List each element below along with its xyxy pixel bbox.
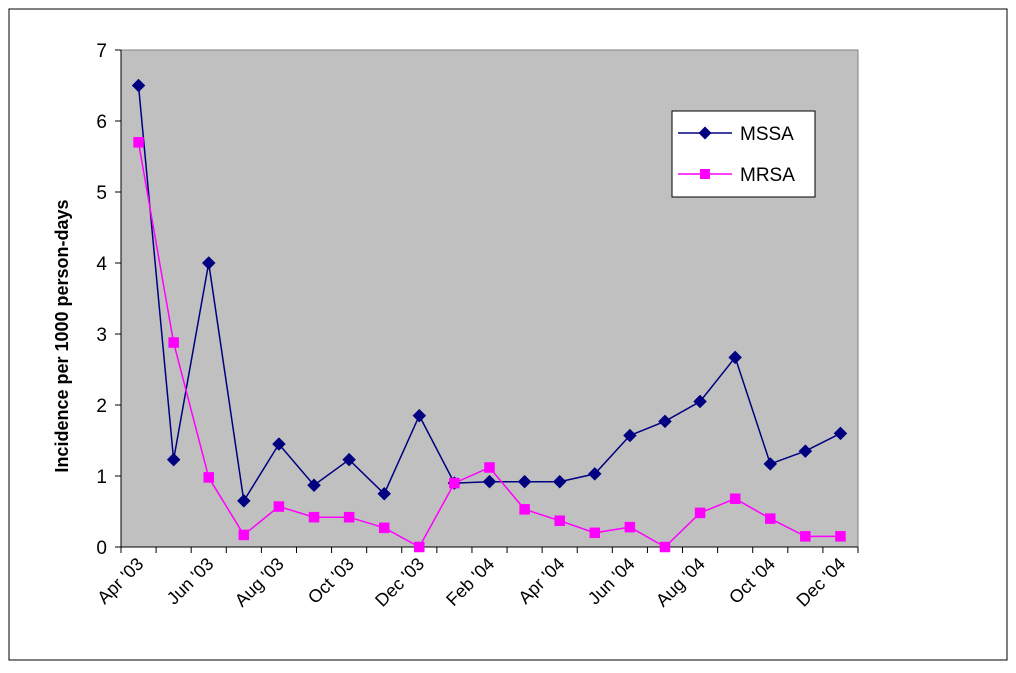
point-mssa [412,408,427,423]
y-tick-label: 7 [96,41,107,62]
point-mssa [587,467,602,481]
point-mrsa [414,541,425,553]
point-mssa [658,414,672,429]
point-mssa [693,394,707,409]
point-mrsa [343,511,355,523]
point-mrsa [203,472,214,483]
point-mssa [342,452,356,467]
point-mssa [482,474,497,489]
point-mssa [517,474,532,489]
legend-label-mrsa: MRSA [740,165,795,186]
point-mrsa [238,529,250,541]
y-tick-label: 2 [96,396,107,417]
y-tick-label: 1 [96,467,107,488]
point-mssa [307,478,321,493]
point-mrsa [765,513,776,524]
point-mssa [377,486,392,501]
point-mrsa [800,531,811,542]
point-mrsa [308,511,320,523]
legend-label-mssa: MSSA [740,124,794,145]
point-mssa [272,437,286,451]
point-mssa [131,78,146,93]
point-mrsa [519,504,530,515]
point-mssa [623,428,637,443]
point-mssa [728,350,743,365]
point-mrsa [133,137,144,148]
y-tick-label: 4 [96,254,107,275]
point-mssa [201,256,216,270]
point-mrsa [624,521,636,533]
point-mssa [236,493,251,508]
y-tick-label: 0 [96,538,107,559]
y-axis-title: Incidence per 1000 person-days [52,199,72,472]
point-mrsa [378,522,390,534]
point-mrsa [273,501,285,512]
legend: MSSA MRSA [671,110,816,198]
point-mrsa [659,541,671,553]
point-mssa [798,444,813,459]
legend-box [671,110,816,198]
point-mssa [763,457,778,471]
series-layer [131,78,848,553]
point-mrsa [835,531,846,542]
point-mssa [552,474,567,489]
point-mrsa [729,493,741,504]
point-mrsa [694,507,706,519]
point-mrsa [484,462,495,473]
point-mrsa [589,527,601,539]
y-tick-label: 3 [96,325,107,346]
point-mrsa [168,337,179,348]
y-tick-label: 5 [96,183,107,204]
y-axis: 0 1 2 3 4 5 6 7 [96,41,122,559]
point-mssa [166,452,181,467]
point-mssa [833,426,848,441]
point-mrsa [449,477,460,489]
y-tick-label: 6 [96,112,107,133]
point-mrsa [554,515,565,526]
legend-marker-mrsa [700,169,710,179]
legend-marker-mssa [698,126,712,140]
